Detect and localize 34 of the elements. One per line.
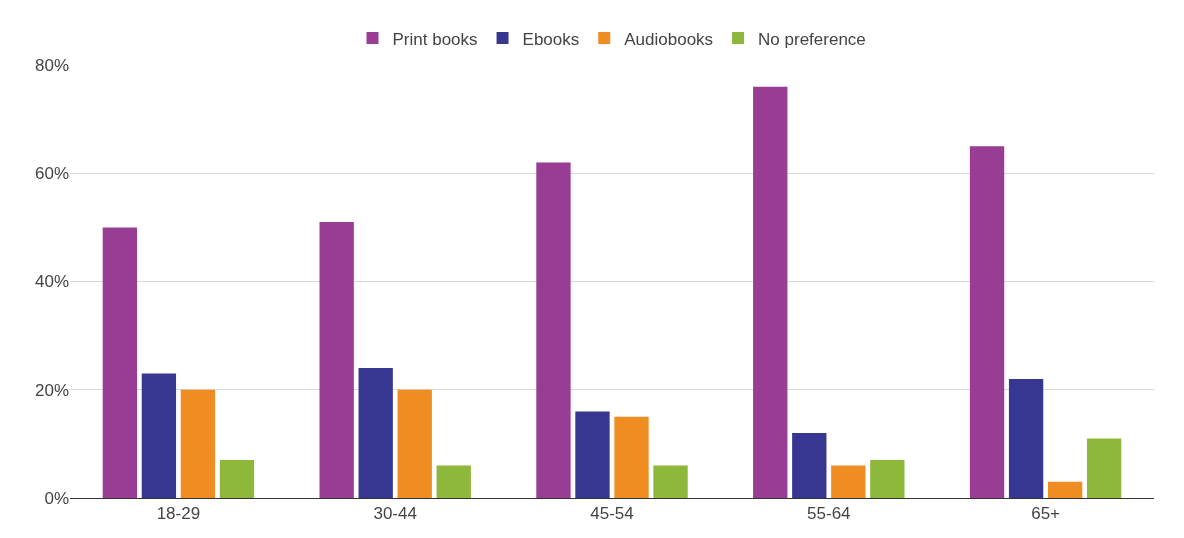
x-tick-label: 45-54 [590,504,634,524]
bar [792,433,827,498]
bar [219,460,255,498]
bar [653,465,688,498]
bar [436,465,471,498]
y-tick-label: 60% [34,164,69,184]
y-tick-label: 40% [34,272,69,292]
y-tick-label: 0% [44,488,69,508]
bar [102,227,138,498]
legend-label: Audiobooks [624,29,714,49]
x-tick-label: 30-44 [373,504,417,524]
legend-label: Print books [392,29,478,49]
legend-label: No preference [758,29,866,49]
bar [180,389,216,498]
y-tick-label: 80% [34,55,69,75]
bar [358,368,393,498]
y-tick-label: 20% [34,380,69,400]
x-tick-label: 18-29 [156,504,201,524]
bar [753,86,788,498]
bar [397,389,432,498]
bar [870,460,905,498]
x-tick-label: 65+ [1031,504,1061,524]
bar [575,411,610,498]
bar [1047,481,1083,498]
bar [536,162,571,498]
bar [141,373,177,498]
bar [1086,438,1122,498]
x-tick-label: 55-64 [807,504,851,524]
bar [319,221,354,498]
bar [831,465,866,498]
bar [1008,378,1044,498]
legend-label: Ebooks [522,29,580,49]
bar [969,146,1005,498]
bar [614,416,649,498]
